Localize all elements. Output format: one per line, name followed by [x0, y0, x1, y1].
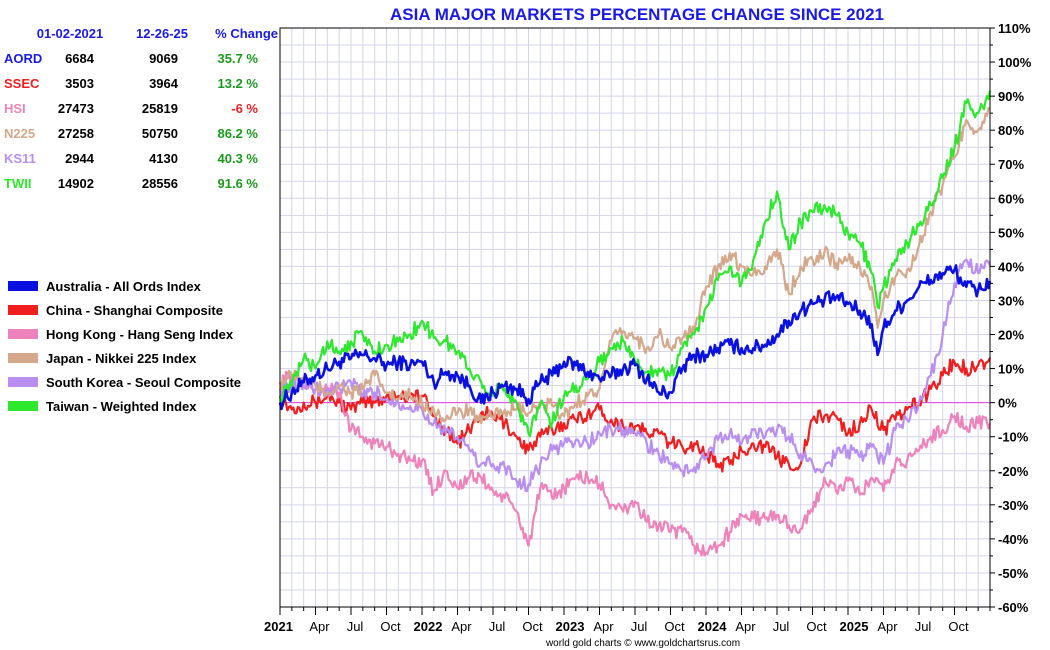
y-tick-label: 110% [998, 21, 1031, 36]
table-start-value: 27258 [58, 126, 94, 141]
table-code: AORD [4, 51, 42, 66]
y-tick-label: -30% [998, 498, 1029, 513]
y-tick-label: -50% [998, 566, 1029, 581]
x-tick-label: Apr [309, 619, 330, 634]
legend-label: China - Shanghai Composite [46, 303, 223, 318]
x-tick-label: Oct [664, 619, 685, 634]
x-tick-label: Oct [948, 619, 969, 634]
table-end-value: 28556 [142, 176, 178, 191]
table-start-value: 14902 [58, 176, 94, 191]
table-code: KS11 [4, 151, 36, 166]
x-tick-label: Apr [451, 619, 472, 634]
x-tick-label: 2023 [556, 619, 585, 634]
y-tick-label: -60% [998, 600, 1029, 615]
x-tick-label: 2024 [698, 619, 728, 634]
table-end-value: 25819 [142, 101, 178, 116]
x-tick-label: Oct [806, 619, 827, 634]
legend: Australia - All Ords Index China - Shangh… [8, 279, 241, 414]
table-end-value: 3964 [149, 76, 179, 91]
legend-label: South Korea - Seoul Composite [46, 375, 241, 390]
legend-swatch-twii [8, 401, 38, 411]
legend-label: Hong Kong - Hang Seng Index [46, 327, 234, 342]
legend-swatch-n225 [8, 353, 38, 363]
table-code: TWII [4, 176, 31, 191]
table-change-value: 35.7 % [218, 51, 259, 66]
table-end-value: 9069 [149, 51, 178, 66]
x-tick-label: Apr [877, 619, 898, 634]
table-start-value: 6684 [65, 51, 95, 66]
series-line-aord [278, 264, 992, 411]
x-tick-label: 2021 [264, 619, 293, 634]
table-code: SSEC [4, 76, 40, 91]
y-axis: 110% 100% 90% 80% 70% 60% 50% 40% 30% 20% 10% 0% -10… [990, 21, 1032, 615]
legend-swatch-ks11 [8, 377, 38, 387]
y-tick-label: -40% [998, 532, 1029, 547]
x-tick-label: Jul [347, 619, 364, 634]
table-end-value: 50750 [142, 126, 178, 141]
chart-title: ASIA MAJOR MARKETS PERCENTAGE CHANGE SIN… [390, 5, 884, 24]
x-tick-label: Apr [593, 619, 614, 634]
legend-label: Taiwan - Weighted Index [46, 399, 197, 414]
summary-table: 01-02-2021 12-26-25 % Change AORD 6684 9069 35… [4, 26, 278, 191]
y-tick-label: 40% [998, 259, 1024, 274]
x-tick-label: Jul [489, 619, 506, 634]
x-tick-label: Apr [735, 619, 756, 634]
y-tick-label: -10% [998, 430, 1029, 445]
x-tick-label: Oct [380, 619, 401, 634]
table-code: N225 [4, 126, 35, 141]
table-change-value: 40.3 % [218, 151, 259, 166]
table-header-left: 01-02-2021 [37, 26, 104, 41]
legend-label: Japan - Nikkei 225 Index [46, 351, 197, 366]
y-tick-label: 60% [998, 191, 1024, 206]
x-tick-label: 2022 [414, 619, 443, 634]
legend-swatch-ssec [8, 305, 38, 315]
x-axis: 2021 Apr Jul Oct 2022 Apr Jul Oct 2023 Apr Jul Oct 2… [264, 607, 991, 634]
x-tick-label: Oct [522, 619, 543, 634]
series-line-ssec [278, 357, 992, 473]
table-header-mid: 12-26-25 [136, 26, 188, 41]
y-tick-label: -20% [998, 464, 1029, 479]
y-tick-label: 80% [998, 123, 1024, 138]
y-tick-label: 0% [998, 396, 1017, 411]
table-start-value: 27473 [58, 101, 94, 116]
table-start-value: 3503 [65, 76, 94, 91]
y-tick-label: 70% [998, 157, 1024, 172]
legend-swatch-aord [8, 281, 38, 291]
y-tick-label: 100% [998, 55, 1032, 70]
y-tick-label: 10% [998, 362, 1024, 377]
table-start-value: 2944 [65, 151, 95, 166]
x-tick-label: Jul [773, 619, 790, 634]
series-line-ks11 [278, 258, 991, 493]
table-change-value: -6 % [231, 101, 258, 116]
x-tick-label: 2025 [840, 619, 869, 634]
series-line-n225 [278, 106, 991, 425]
legend-label: Australia - All Ords Index [46, 279, 202, 294]
table-change-value: 86.2 % [218, 126, 259, 141]
y-tick-label: 50% [998, 225, 1024, 240]
y-tick-label: 90% [998, 89, 1024, 104]
table-end-value: 4130 [149, 151, 178, 166]
table-header-right: % Change [215, 26, 278, 41]
x-tick-label: Jul [915, 619, 932, 634]
y-tick-label: 20% [998, 328, 1024, 343]
legend-swatch-hsi [8, 329, 38, 339]
series-line-hsi [278, 370, 992, 557]
series-group [278, 90, 992, 557]
table-change-value: 91.6 % [218, 176, 259, 191]
table-code: HSI [4, 101, 26, 116]
y-tick-label: 30% [998, 293, 1024, 308]
grid [279, 27, 991, 608]
table-change-value: 13.2 % [218, 76, 259, 91]
chart-credit: world gold charts © www.goldchartsrus.co… [545, 638, 740, 649]
x-tick-label: Jul [631, 619, 648, 634]
